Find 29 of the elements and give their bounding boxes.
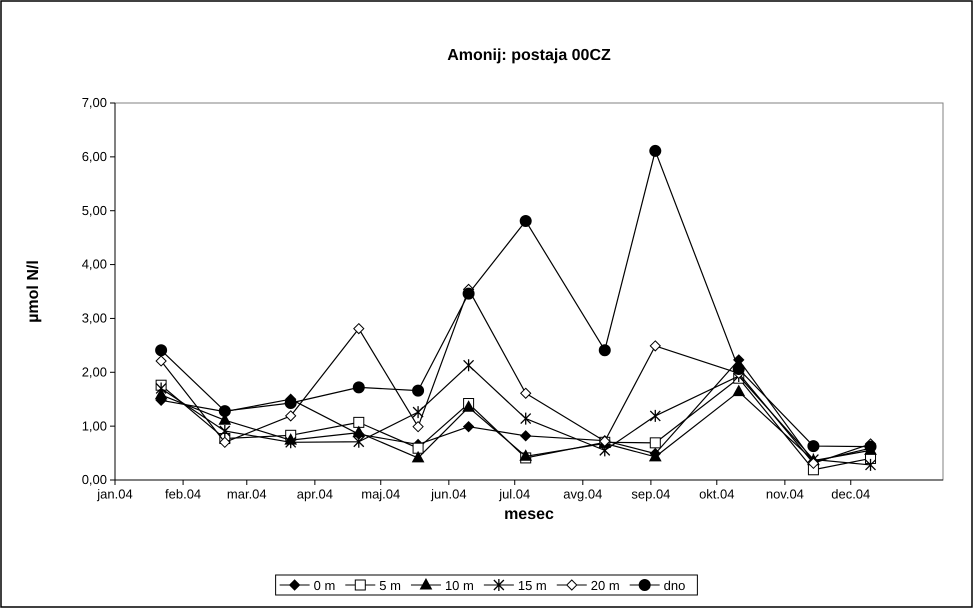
- legend-label: 10 m: [444, 578, 474, 593]
- x-tick-label: dec.04: [831, 486, 870, 502]
- x-tick-label: feb.04: [165, 486, 202, 502]
- x-tick-label: okt.04: [699, 486, 734, 502]
- x-tick-label: avg.04: [563, 486, 602, 502]
- x-tick-label: sep.04: [631, 486, 670, 502]
- x-tick-label: jul.04: [498, 486, 530, 502]
- y-tick-label: 4,00: [82, 256, 107, 272]
- y-axis-title: µmol N/l: [25, 260, 42, 323]
- y-tick-label: 7,00: [82, 95, 107, 110]
- legend-label: 5 m: [379, 578, 401, 593]
- x-tick-label: apr.04: [296, 486, 333, 502]
- legend-label: 0 m: [314, 578, 336, 593]
- x-tick-label: jan.04: [96, 486, 133, 502]
- y-tick-label: 2,00: [82, 364, 107, 380]
- legend-label: dno: [664, 578, 686, 593]
- legend-label: 15 m: [518, 578, 547, 593]
- y-tick-label: 6,00: [82, 149, 107, 164]
- x-tick-label: maj.04: [361, 486, 400, 502]
- y-tick-label: 3,00: [82, 310, 107, 326]
- y-tick-label: 0,00: [82, 472, 107, 488]
- legend-label: 20 m: [590, 578, 620, 593]
- x-tick-label: nov.04: [766, 486, 804, 502]
- x-tick-label: mar.04: [226, 486, 267, 502]
- chart-title: Amonij: postaja 00CZ: [447, 47, 612, 64]
- y-tick-label: 5,00: [82, 202, 107, 218]
- y-tick-label: 1,00: [82, 418, 107, 434]
- x-tick-label: jun.04: [430, 486, 467, 502]
- x-axis-title: mesec: [504, 506, 554, 523]
